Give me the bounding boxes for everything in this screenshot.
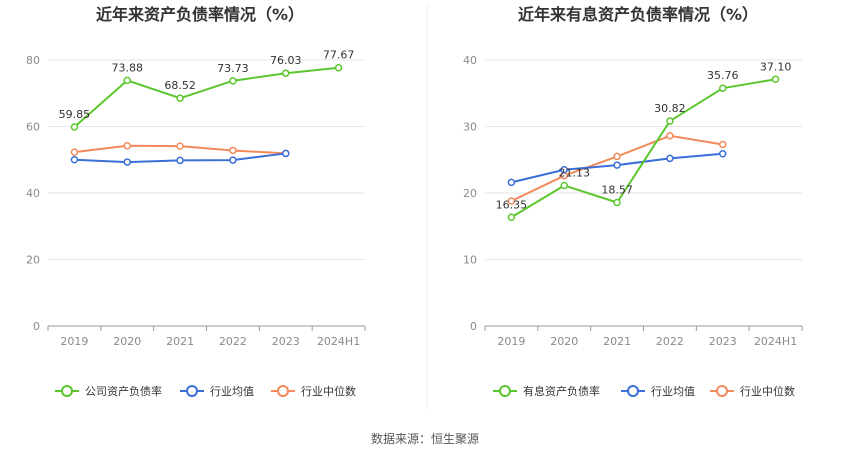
data-point bbox=[613, 152, 621, 161]
data-point bbox=[176, 142, 184, 150]
legend-label: 行业中位数 bbox=[301, 384, 356, 398]
data-point bbox=[719, 150, 727, 158]
interest-debt-ratio-chart: 近年来有息资产负债率情况（%） 0 10 20 30 40 2019 2020 2021 2022… bbox=[463, 5, 803, 398]
x-tick-label: 2021 bbox=[166, 335, 194, 348]
legend-label: 公司资产负债率 bbox=[85, 384, 162, 398]
data-point bbox=[507, 178, 516, 187]
data-point bbox=[70, 148, 79, 156]
data-label: 18.57 bbox=[601, 184, 633, 197]
y-tick-label: 10 bbox=[463, 254, 477, 267]
data-point bbox=[123, 76, 131, 85]
data-point bbox=[176, 94, 184, 102]
data-label: 73.88 bbox=[112, 61, 144, 74]
y-tick-label: 40 bbox=[26, 187, 40, 200]
series-line bbox=[510, 78, 776, 219]
data-label: 68.52 bbox=[164, 79, 196, 92]
data-label: 73.73 bbox=[217, 62, 249, 75]
legend-swatch-marker bbox=[61, 385, 73, 397]
data-label: 21.13 bbox=[559, 166, 591, 179]
y-tick-label: 0 bbox=[33, 320, 40, 333]
data-point bbox=[123, 142, 131, 150]
data-point bbox=[666, 154, 674, 163]
x-tick-label: 2019 bbox=[497, 335, 525, 348]
debt-ratio-chart: 近年来资产负债率情况（%） 0 20 40 60 80 2019 2020 2021 2022 20… bbox=[26, 5, 366, 398]
data-point bbox=[560, 165, 568, 174]
chart-title: 近年来有息资产负债率情况（%） bbox=[518, 5, 758, 24]
data-label: 59.85 bbox=[59, 108, 91, 121]
data-point bbox=[613, 161, 621, 169]
data-point bbox=[560, 181, 568, 190]
x-tick-label: 2021 bbox=[603, 335, 631, 348]
y-tick-label: 20 bbox=[26, 254, 40, 267]
data-point bbox=[334, 63, 343, 72]
data-point bbox=[507, 197, 516, 205]
data-point bbox=[282, 69, 290, 77]
legend-label: 行业均值 bbox=[210, 385, 254, 398]
y-tick-label: 0 bbox=[470, 320, 477, 333]
data-point bbox=[70, 123, 79, 131]
y-tick-label: 20 bbox=[463, 187, 477, 200]
chart-title: 近年来资产负债率情况（%） bbox=[96, 5, 304, 24]
x-tick-label: 2019 bbox=[60, 335, 88, 348]
series-line bbox=[73, 66, 339, 128]
legend-label: 行业中位数 bbox=[740, 384, 795, 398]
data-label: 37.10 bbox=[760, 60, 792, 73]
data-point bbox=[719, 140, 727, 149]
x-tick-label: 2024H1 bbox=[317, 335, 360, 348]
x-tick-label: 2024H1 bbox=[754, 335, 797, 348]
x-tick-label: 2020 bbox=[550, 335, 578, 348]
legend-swatch-marker bbox=[627, 385, 639, 397]
y-tick-label: 60 bbox=[26, 121, 40, 134]
data-label: 30.82 bbox=[654, 102, 686, 115]
data-point bbox=[70, 156, 79, 164]
data-label: 35.76 bbox=[707, 69, 739, 82]
legend-swatch-marker bbox=[716, 385, 728, 397]
x-tick-label: 2023 bbox=[272, 335, 300, 348]
data-point bbox=[613, 198, 621, 207]
data-point bbox=[229, 146, 237, 155]
data-point bbox=[229, 156, 237, 164]
data-point bbox=[719, 84, 727, 92]
data-point bbox=[229, 77, 237, 85]
y-tick-label: 80 bbox=[26, 54, 40, 67]
data-point bbox=[123, 158, 131, 166]
legend-swatch-marker bbox=[277, 385, 289, 397]
legend-swatch-marker bbox=[186, 385, 198, 397]
data-label: 77.67 bbox=[323, 49, 355, 62]
data-point bbox=[282, 149, 290, 158]
legend-label: 有息资产负债率 bbox=[523, 384, 600, 398]
source-note: 数据来源：恒生聚源 bbox=[371, 431, 479, 446]
legend-swatch-marker bbox=[499, 385, 511, 397]
data-point bbox=[176, 156, 184, 165]
x-tick-label: 2022 bbox=[656, 335, 684, 348]
x-tick-label: 2023 bbox=[709, 335, 737, 348]
x-tick-label: 2022 bbox=[219, 335, 247, 348]
y-tick-label: 40 bbox=[463, 54, 477, 67]
data-label: 76.03 bbox=[270, 54, 302, 67]
y-tick-label: 30 bbox=[463, 121, 477, 134]
data-point bbox=[771, 75, 780, 84]
x-tick-label: 2020 bbox=[113, 335, 141, 348]
data-point bbox=[666, 117, 674, 125]
data-label: 16.35 bbox=[496, 198, 528, 211]
legend-label: 行业均值 bbox=[651, 385, 695, 398]
data-point bbox=[507, 213, 516, 222]
data-point bbox=[666, 132, 674, 140]
